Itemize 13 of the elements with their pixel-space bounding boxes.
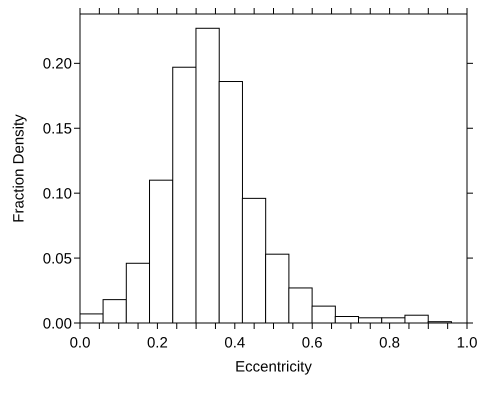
- x-tick-label: 0.4: [224, 334, 246, 352]
- y-tick-label: 0.20: [42, 56, 72, 73]
- x-axis-title: Eccentricity: [235, 358, 312, 376]
- y-tick-label: 0.15: [42, 120, 72, 138]
- y-tick-label: 0.00: [42, 315, 72, 332]
- x-tick-label: 0.8: [379, 334, 400, 352]
- x-tick-label: 0.2: [146, 334, 168, 352]
- x-tick-label: 0.0: [70, 334, 90, 352]
- y-axis-title: Fraction Density: [10, 114, 28, 223]
- y-tick-label: 0.05: [42, 250, 72, 268]
- y-tick-label: 0.10: [42, 185, 72, 202]
- x-tick-label: 0.6: [302, 334, 323, 352]
- x-tick-label: 1.0: [456, 334, 478, 352]
